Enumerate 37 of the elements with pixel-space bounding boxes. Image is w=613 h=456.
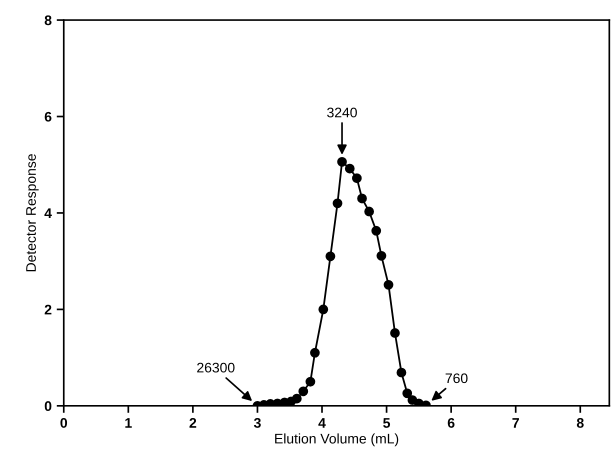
x-axis-title: Elution Volume (mL) bbox=[275, 433, 398, 446]
annotation: 760 bbox=[446, 373, 468, 384]
point bbox=[337, 156, 347, 167]
x-tick-label: 2 bbox=[190, 418, 196, 428]
x-tick-label: 7 bbox=[512, 418, 519, 428]
point bbox=[298, 386, 308, 396]
point bbox=[352, 173, 362, 184]
point bbox=[357, 194, 367, 204]
point bbox=[364, 206, 374, 216]
x-tick-label: 6 bbox=[448, 418, 454, 428]
point bbox=[344, 164, 355, 174]
point bbox=[332, 198, 342, 208]
x-tick-label: 3 bbox=[254, 418, 261, 428]
point bbox=[390, 328, 400, 338]
x-tick-label: 8 bbox=[576, 418, 584, 428]
point bbox=[384, 280, 394, 290]
y-tick-label: 4 bbox=[44, 208, 52, 218]
point bbox=[306, 376, 316, 387]
point bbox=[292, 394, 302, 404]
annotation: 3240 bbox=[327, 108, 357, 118]
x-tick-label: 4 bbox=[318, 418, 326, 428]
point bbox=[376, 251, 386, 261]
y-tick-label: 2 bbox=[44, 304, 52, 314]
y-tick-label: 8 bbox=[44, 15, 52, 26]
point bbox=[326, 251, 336, 262]
point bbox=[371, 226, 382, 236]
point bbox=[318, 304, 328, 314]
y-tick-label: 6 bbox=[44, 112, 52, 122]
annotation: 26300 bbox=[197, 362, 235, 373]
y-tick-label: 0 bbox=[44, 401, 52, 412]
x-tick-label: 0 bbox=[60, 418, 68, 428]
x-tick-label: 5 bbox=[383, 418, 390, 428]
x-tick-label: 1 bbox=[125, 418, 132, 428]
y-axis-title: Detector Response bbox=[26, 154, 39, 272]
point bbox=[402, 388, 412, 398]
point bbox=[310, 348, 320, 358]
point bbox=[396, 368, 406, 378]
